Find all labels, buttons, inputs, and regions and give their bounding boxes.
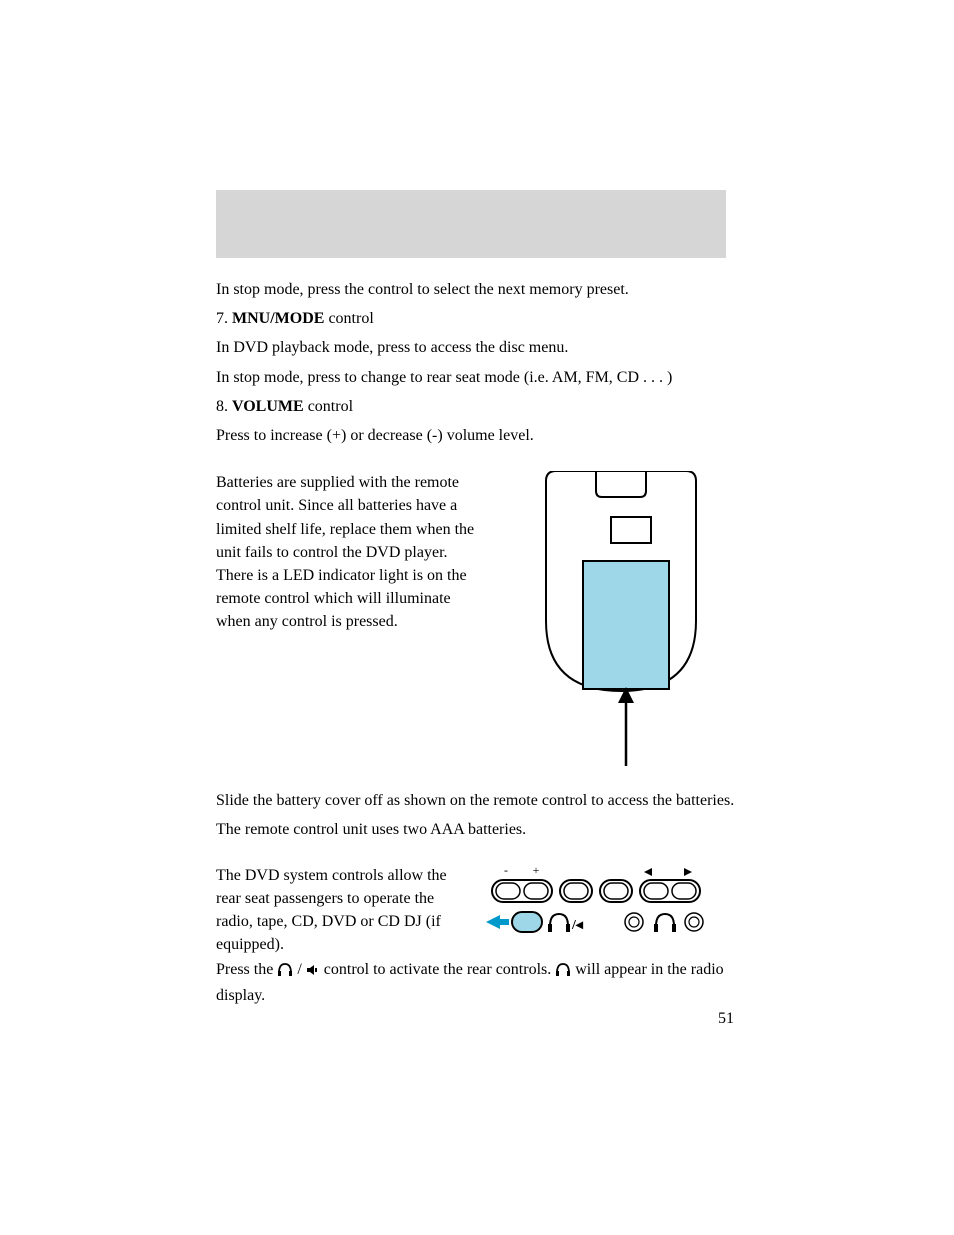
button-middle-a	[564, 883, 588, 899]
plus-label: +	[533, 864, 540, 877]
press-paragraph: Press the / control to activate the rear…	[216, 958, 736, 1007]
paragraph: In stop mode, press the control to selec…	[216, 278, 736, 301]
paragraph: The remote control unit uses two AAA bat…	[216, 818, 736, 841]
headphone-icon	[277, 961, 293, 984]
arrow-blue-icon	[486, 915, 509, 929]
paragraph: Press to increase (+) or decrease (-) vo…	[216, 424, 736, 447]
headphone-icon	[555, 961, 571, 984]
button-minus	[496, 883, 520, 899]
item-bold: VOLUME	[232, 398, 304, 415]
press-text-a: Press the	[216, 961, 277, 978]
paragraph: The DVD system controls allow the rear s…	[216, 864, 466, 957]
item-number: 8.	[216, 398, 232, 415]
list-item-8: 8. VOLUME control	[216, 395, 736, 418]
button-forward	[672, 883, 696, 899]
button-plus	[524, 883, 548, 899]
header-band	[216, 190, 726, 258]
rear-controls-svg: - +	[484, 864, 714, 944]
button-middle-b	[604, 883, 628, 899]
remote-diagram-svg	[526, 471, 716, 771]
circle-icon-1-inner	[629, 917, 639, 927]
paragraph: Slide the battery cover off as shown on …	[216, 789, 736, 812]
circle-icon-2	[685, 913, 703, 931]
rewind-tri	[644, 868, 652, 876]
paragraph: In stop mode, press to change to rear se…	[216, 366, 736, 389]
speaker-icon	[306, 961, 320, 984]
battery-cover-highlight	[583, 561, 669, 689]
headphone-activate-button	[512, 912, 542, 932]
item-bold: MNU/MODE	[232, 310, 324, 327]
headphone-icon-2	[654, 914, 676, 932]
item-number: 7.	[216, 310, 232, 327]
page-number: 51	[718, 1010, 734, 1028]
circle-icon-1	[625, 913, 643, 931]
dvd-text: The DVD system controls allow the rear s…	[216, 864, 466, 957]
rear-controls-figure: - +	[484, 864, 736, 957]
slash-left-label: /◂	[571, 918, 584, 933]
battery-section: Batteries are supplied with the remote c…	[216, 471, 736, 771]
page-content: In stop mode, press the control to selec…	[216, 278, 736, 1014]
item-rest: control	[304, 398, 353, 415]
circle-icon-2-inner	[689, 917, 699, 927]
paragraph: In DVD playback mode, press to access th…	[216, 336, 736, 359]
list-item-7: 7. MNU/MODE control	[216, 307, 736, 330]
forward-tri	[684, 868, 692, 876]
headphone-icon-small	[548, 914, 570, 932]
press-text-b: control to activate the rear controls.	[320, 961, 555, 978]
item-rest: control	[324, 310, 373, 327]
rear-controls-section: The DVD system controls allow the rear s…	[216, 864, 736, 957]
battery-text: Batteries are supplied with the remote c…	[216, 471, 476, 771]
minus-label: -	[504, 864, 508, 877]
remote-figure	[506, 471, 736, 771]
press-slash: /	[293, 961, 305, 978]
button-rewind	[644, 883, 668, 899]
